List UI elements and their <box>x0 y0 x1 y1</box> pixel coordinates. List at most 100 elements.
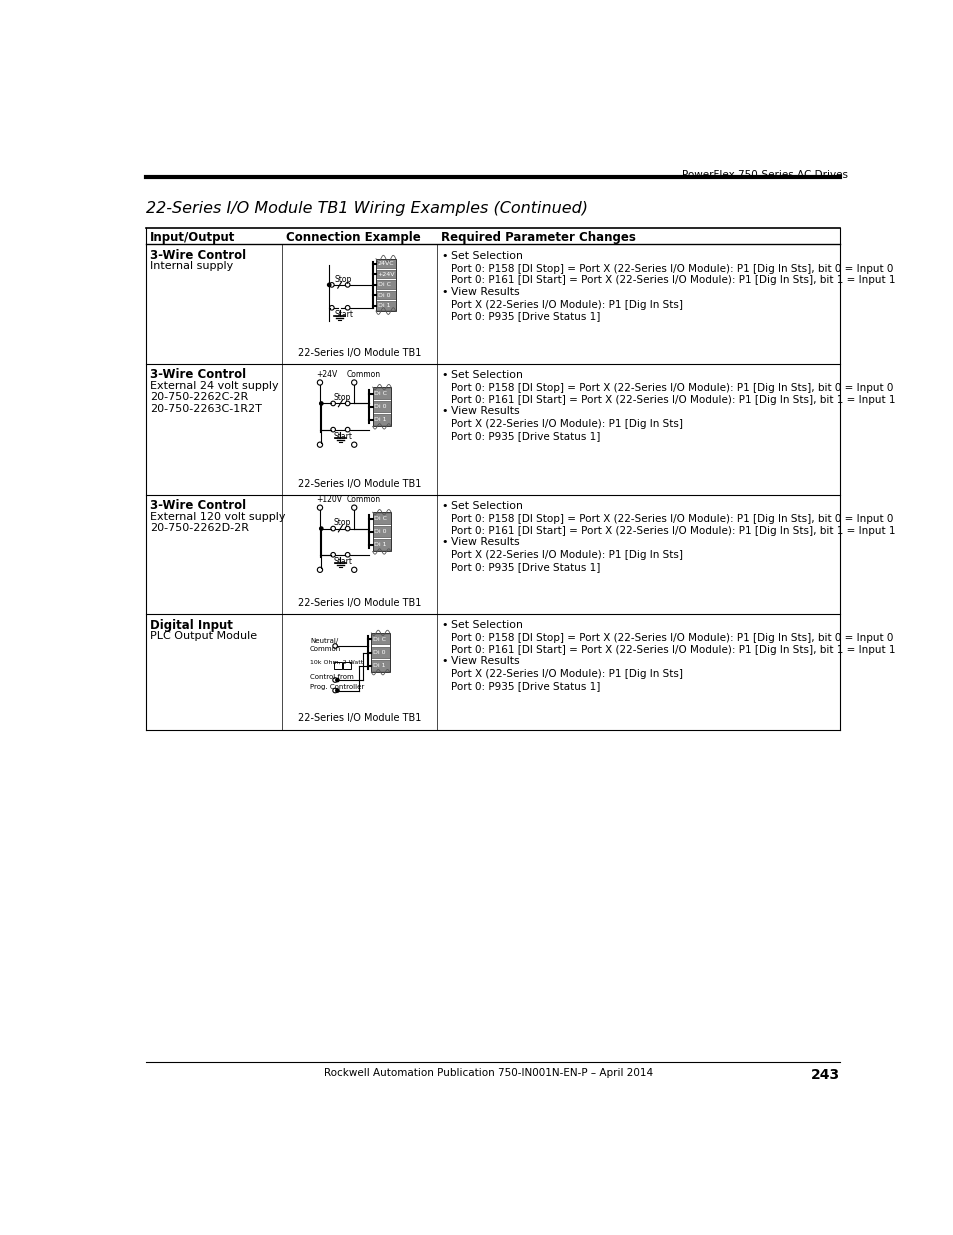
Text: •: • <box>441 406 448 416</box>
Bar <box>373 513 391 552</box>
Text: +120V: +120V <box>316 495 342 504</box>
Text: Port 0: P161 [DI Start] = Port X (22-Series I/O Module): P1 [Dig In Sts], bit 1 : Port 0: P161 [DI Start] = Port X (22-Ser… <box>451 526 895 536</box>
Text: Port 0: P935 [Drive Status 1]: Port 0: P935 [Drive Status 1] <box>451 562 599 572</box>
Bar <box>373 526 391 537</box>
Text: Port 0: P158 [DI Stop] = Port X (22-Series I/O Module): P1 [Dig In Sts], bit 0 =: Port 0: P158 [DI Stop] = Port X (22-Seri… <box>451 514 892 524</box>
Text: Neutral/: Neutral/ <box>310 637 338 643</box>
Bar <box>373 414 391 425</box>
Text: •: • <box>441 620 448 630</box>
Text: Stop: Stop <box>333 519 350 527</box>
Circle shape <box>335 678 338 682</box>
Text: Port 0: P161 [DI Start] = Port X (22-Series I/O Module): P1 [Dig In Sts], bit 1 : Port 0: P161 [DI Start] = Port X (22-Ser… <box>451 275 895 285</box>
Text: Di C: Di C <box>377 283 390 288</box>
Text: View Results: View Results <box>451 656 519 667</box>
Text: Set Selection: Set Selection <box>451 501 522 511</box>
Text: Di 1: Di 1 <box>374 417 386 422</box>
Bar <box>371 632 390 672</box>
Text: Port 0: P161 [DI Start] = Port X (22-Series I/O Module): P1 [Dig In Sts], bit 1 : Port 0: P161 [DI Start] = Port X (22-Ser… <box>451 395 895 405</box>
Bar <box>371 659 390 671</box>
Circle shape <box>319 401 323 405</box>
Text: 3-Wire Control: 3-Wire Control <box>150 499 246 513</box>
Text: Port X (22-Series I/O Module): P1 [Dig In Sts]: Port X (22-Series I/O Module): P1 [Dig I… <box>451 300 682 310</box>
Text: •: • <box>441 287 448 296</box>
Text: Di C: Di C <box>374 516 387 521</box>
Text: +24V: +24V <box>377 272 395 277</box>
Bar <box>373 540 391 550</box>
Text: 3-Wire Control: 3-Wire Control <box>150 368 246 382</box>
Text: View Results: View Results <box>451 406 519 416</box>
Bar <box>373 513 391 524</box>
Text: •: • <box>441 370 448 380</box>
Text: 20-750-2262C-2R: 20-750-2262C-2R <box>150 393 248 403</box>
Text: Required Parameter Changes: Required Parameter Changes <box>440 231 635 243</box>
Bar <box>334 662 341 669</box>
Text: Di 0: Di 0 <box>377 293 390 298</box>
Text: 22-Series I/O Module TB1: 22-Series I/O Module TB1 <box>297 478 420 489</box>
Text: Set Selection: Set Selection <box>451 620 522 630</box>
Text: 22-Series I/O Module TB1: 22-Series I/O Module TB1 <box>297 714 420 724</box>
Text: +24V: +24V <box>316 369 337 378</box>
Text: Digital Input: Digital Input <box>150 619 233 631</box>
Text: Input/Output: Input/Output <box>150 231 235 243</box>
Text: 24VC: 24VC <box>377 262 394 267</box>
Text: View Results: View Results <box>451 287 519 296</box>
Circle shape <box>327 283 331 287</box>
Text: Port 0: P158 [DI Stop] = Port X (22-Series I/O Module): P1 [Dig In Sts], bit 0 =: Port 0: P158 [DI Stop] = Port X (22-Seri… <box>451 264 892 274</box>
Circle shape <box>319 527 323 530</box>
Bar <box>375 270 395 278</box>
Text: Di 1: Di 1 <box>374 542 386 547</box>
Bar <box>343 662 351 669</box>
Text: 20-750-2263C-1R2T: 20-750-2263C-1R2T <box>150 404 262 414</box>
Bar <box>375 301 395 310</box>
Text: Connection Example: Connection Example <box>286 231 420 243</box>
Text: Set Selection: Set Selection <box>451 370 522 380</box>
Text: 22-Series I/O Module TB1: 22-Series I/O Module TB1 <box>297 347 420 358</box>
Text: 10k Ohm, 2 Watt: 10k Ohm, 2 Watt <box>310 659 363 664</box>
Text: Common: Common <box>310 646 341 652</box>
Bar <box>373 401 391 411</box>
Text: Port 0: P935 [Drive Status 1]: Port 0: P935 [Drive Status 1] <box>451 311 599 321</box>
Text: Port 0: P935 [Drive Status 1]: Port 0: P935 [Drive Status 1] <box>451 431 599 441</box>
Text: Di 1: Di 1 <box>373 663 385 668</box>
Circle shape <box>335 689 338 692</box>
Text: •: • <box>441 537 448 547</box>
Bar <box>371 647 390 657</box>
Text: Port X (22-Series I/O Module): P1 [Dig In Sts]: Port X (22-Series I/O Module): P1 [Dig I… <box>451 550 682 561</box>
Text: Port X (22-Series I/O Module): P1 [Dig In Sts]: Port X (22-Series I/O Module): P1 [Dig I… <box>451 419 682 430</box>
Text: External 120 volt supply: External 120 volt supply <box>150 511 286 521</box>
Text: Port X (22-Series I/O Module): P1 [Dig In Sts]: Port X (22-Series I/O Module): P1 [Dig I… <box>451 669 682 679</box>
Text: Di 0: Di 0 <box>374 530 386 535</box>
Text: •: • <box>441 251 448 261</box>
Text: 243: 243 <box>810 1068 840 1082</box>
Text: Common: Common <box>346 495 380 504</box>
Bar <box>375 291 395 299</box>
Bar <box>375 280 395 289</box>
Text: 20-750-2262D-2R: 20-750-2262D-2R <box>150 524 249 534</box>
Text: •: • <box>441 656 448 667</box>
Bar <box>373 387 391 426</box>
Text: External 24 volt supply: External 24 volt supply <box>150 380 278 390</box>
Text: Port 0: P935 [Drive Status 1]: Port 0: P935 [Drive Status 1] <box>451 680 599 692</box>
Text: Di 1: Di 1 <box>377 304 390 309</box>
Text: Rockwell Automation Publication 750-IN001N-EN-P – April 2014: Rockwell Automation Publication 750-IN00… <box>324 1068 653 1078</box>
Text: 3-Wire Control: 3-Wire Control <box>150 249 246 262</box>
Text: Start: Start <box>335 310 354 319</box>
Text: Di C: Di C <box>373 637 386 642</box>
Text: Start: Start <box>333 557 352 566</box>
Text: Port 0: P158 [DI Stop] = Port X (22-Series I/O Module): P1 [Dig In Sts], bit 0 =: Port 0: P158 [DI Stop] = Port X (22-Seri… <box>451 634 892 643</box>
Bar <box>375 258 395 311</box>
Bar <box>373 388 391 399</box>
Text: PowerFlex 750-Series AC Drives: PowerFlex 750-Series AC Drives <box>681 169 847 180</box>
Text: Control from: Control from <box>310 674 354 679</box>
Text: Start: Start <box>333 432 352 441</box>
Text: Common: Common <box>346 369 380 378</box>
Bar <box>371 634 390 645</box>
Text: Di 0: Di 0 <box>373 650 385 655</box>
Text: Port 0: P161 [DI Start] = Port X (22-Series I/O Module): P1 [Dig In Sts], bit 1 : Port 0: P161 [DI Start] = Port X (22-Ser… <box>451 645 895 655</box>
Text: Di C: Di C <box>374 391 387 396</box>
Text: View Results: View Results <box>451 537 519 547</box>
Text: 22-Series I/O Module TB1: 22-Series I/O Module TB1 <box>297 598 420 608</box>
Text: Prog. Controller: Prog. Controller <box>310 684 364 690</box>
Text: Set Selection: Set Selection <box>451 251 522 261</box>
Text: Stop: Stop <box>335 275 352 284</box>
